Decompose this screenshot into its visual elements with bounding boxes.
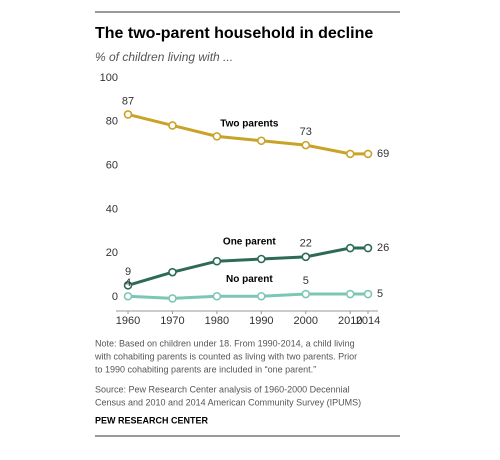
- y-tick-label: 20: [106, 247, 118, 259]
- data-label: 5: [377, 288, 383, 300]
- point: [123, 110, 133, 119]
- point: [212, 291, 222, 301]
- point: [345, 289, 355, 299]
- point: [345, 243, 355, 253]
- point: [345, 149, 355, 159]
- point: [168, 267, 177, 277]
- data-label: 26: [377, 242, 389, 254]
- x-tick-label: 1960: [116, 315, 140, 327]
- series-label: No parent: [226, 274, 273, 285]
- chart-subtitle: % of children living with ...: [95, 50, 233, 64]
- chart-title: The two-parent household in decline: [95, 25, 373, 42]
- point: [301, 252, 311, 262]
- source: Census and 2010 and 2014 American Commun…: [95, 397, 361, 407]
- data-label: 87: [122, 95, 134, 107]
- point: [301, 289, 311, 299]
- point: [168, 121, 177, 130]
- data-label: 4: [125, 277, 131, 289]
- point: [257, 136, 266, 146]
- data-label: 9: [125, 266, 131, 278]
- data-label: 5: [303, 275, 309, 287]
- y-tick-label: 80: [106, 116, 118, 128]
- y-tick-label: 40: [106, 203, 118, 215]
- series-label: Two parents: [220, 118, 279, 129]
- y-tick-label: 0: [112, 291, 118, 303]
- point: [123, 280, 133, 290]
- y-tick-label: 60: [106, 160, 118, 172]
- source: Source: Pew Research Center analysis of …: [95, 384, 350, 394]
- y-tick-label: 100: [100, 72, 118, 84]
- x-tick-label: 2000: [294, 315, 318, 327]
- point: [257, 291, 266, 301]
- point: [212, 132, 222, 141]
- x-tick-label: 2010: [338, 315, 362, 327]
- point: [363, 243, 373, 253]
- x-tick-label: 2014: [356, 315, 380, 327]
- point: [123, 291, 133, 301]
- point: [168, 294, 177, 303]
- note: Note: Based on children under 18. From 1…: [95, 338, 355, 348]
- data-label: 69: [377, 148, 389, 160]
- point: [363, 289, 373, 299]
- point: [363, 149, 373, 159]
- data-label: 73: [300, 126, 312, 138]
- x-tick-label: 1990: [249, 315, 273, 327]
- x-tick-label: 1970: [160, 315, 184, 327]
- note: to 1990 cohabiting parents are included …: [95, 364, 316, 374]
- x-tick-label: 1980: [205, 315, 229, 327]
- series-line: [127, 292, 368, 300]
- data-label: 22: [300, 238, 312, 250]
- point: [301, 140, 311, 150]
- point: [212, 256, 222, 266]
- credit: PEW RESEARCH CENTER: [95, 415, 209, 425]
- note: with cohabiting parents is counted as li…: [94, 351, 357, 361]
- series-label: One parent: [223, 237, 276, 248]
- point: [257, 254, 266, 264]
